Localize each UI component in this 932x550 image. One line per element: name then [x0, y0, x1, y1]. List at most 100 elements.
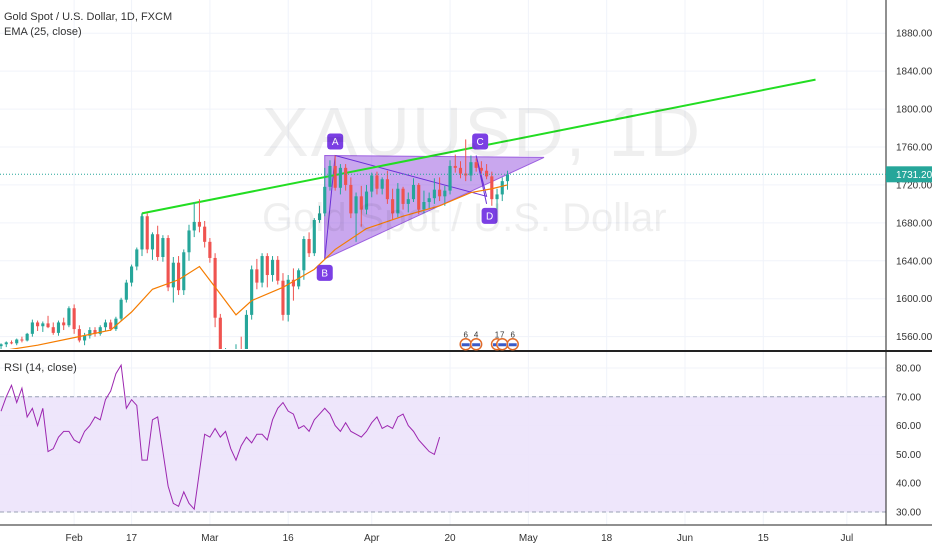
pattern-legs: [324, 154, 488, 259]
candle-body: [338, 167, 342, 188]
candle-body: [103, 322, 108, 328]
candle-body: [135, 249, 139, 267]
candle-body: [505, 174, 510, 182]
candle-body: [208, 241, 212, 258]
price-tick-label: 1640.00: [896, 256, 932, 267]
candle-body: [312, 220, 316, 254]
time-tick-label: Jun: [677, 533, 693, 544]
time-tick-label: Feb: [66, 533, 84, 544]
candle-body: [438, 189, 442, 197]
pattern-point-label: B: [321, 268, 328, 279]
candle-body: [406, 199, 410, 204]
candle-body: [396, 188, 400, 214]
candles-group: [0, 139, 510, 349]
candle-body: [276, 259, 280, 281]
candle-body: [67, 308, 71, 326]
candle-body: [453, 165, 457, 168]
current-price-tag-bg: [886, 166, 932, 183]
event-flag-stripe: [508, 343, 517, 347]
time-tick-label: 16: [283, 533, 295, 544]
candle-body: [411, 184, 416, 200]
time-tick-label: Jul: [840, 533, 853, 544]
price-tick-label: 1600.00: [896, 294, 932, 305]
price-tick-label: 1760.00: [896, 142, 932, 153]
pattern-point-badge: [481, 207, 498, 224]
candle-body: [490, 176, 494, 200]
candle-body: [469, 162, 473, 176]
rsi-legend[interactable]: RSI (14, close): [4, 362, 77, 374]
candle-body: [328, 165, 332, 187]
price-tick-label: 1800.00: [896, 105, 932, 116]
candle-body: [197, 221, 202, 227]
candle-body: [265, 256, 269, 276]
candle-body: [203, 226, 207, 242]
candle-body: [36, 322, 40, 327]
event-count: 6: [510, 330, 515, 339]
event-flag-stripe: [461, 343, 470, 347]
candle-body: [370, 175, 374, 192]
pattern-point-badge: [316, 264, 333, 281]
candle-body: [458, 167, 463, 174]
candle-body: [479, 167, 483, 171]
candle-body: [93, 330, 97, 334]
candle-body: [4, 342, 8, 345]
candle-body: [51, 327, 55, 333]
candle-body: [56, 322, 61, 333]
candle-body: [9, 342, 14, 344]
event-count: 4: [474, 330, 479, 339]
time-tick-label: 20: [444, 533, 456, 544]
event-flag-stripe: [498, 343, 507, 347]
rsi-tick-label: 60.00: [896, 421, 921, 432]
candle-body: [375, 175, 379, 189]
rsi-tick-label: 70.00: [896, 392, 921, 403]
candle-body: [323, 186, 327, 214]
candle-body: [380, 179, 384, 189]
candle-body: [286, 279, 290, 315]
candle-body: [46, 323, 50, 328]
candle-body: [130, 266, 134, 283]
candle-body: [417, 184, 421, 210]
candle-body: [20, 339, 24, 341]
candle-body: [150, 234, 155, 250]
ema-legend[interactable]: EMA (25, close): [4, 26, 82, 38]
pattern-point-label: C: [477, 137, 484, 148]
candle-body: [244, 314, 248, 349]
candle-body: [72, 308, 76, 330]
price-tick-label: 1560.00: [896, 332, 932, 343]
time-tick-label: May: [519, 533, 538, 544]
event-count: 7: [500, 330, 505, 339]
time-tick-label: Apr: [364, 533, 380, 544]
price-tick-label: 1680.00: [896, 218, 932, 229]
candle-body: [385, 179, 389, 200]
candle-body: [427, 198, 431, 203]
event-flag-stripe: [472, 343, 481, 347]
current-price-tag: 1731.20: [886, 166, 932, 183]
candle-body: [401, 188, 405, 204]
candle-body: [176, 262, 181, 291]
candle-body: [182, 252, 186, 291]
candle-body: [333, 165, 337, 188]
candle-body: [192, 221, 196, 231]
candle-body: [302, 238, 306, 271]
candle-body: [98, 327, 102, 334]
candle-body: [349, 184, 353, 214]
candle-body: [307, 238, 311, 254]
candle-body: [344, 167, 348, 185]
candle-body: [250, 269, 254, 315]
event-count: 6: [463, 330, 468, 339]
candle-body: [354, 196, 358, 214]
candle-body: [187, 230, 191, 253]
candle-body: [0, 344, 3, 347]
rsi-line: [0, 363, 441, 511]
candle-body: [114, 318, 118, 330]
rsi-tick-label: 80.00: [896, 363, 921, 374]
candle-body: [77, 329, 81, 341]
candle-body: [161, 238, 165, 258]
pattern-point-badge: [327, 133, 344, 150]
symbol-title[interactable]: Gold Spot / U.S. Dollar, 1D, FXCM: [4, 11, 173, 23]
candle-body: [422, 202, 426, 210]
candle-body: [317, 213, 322, 221]
candle-body: [485, 170, 489, 177]
rsi-tick-label: 30.00: [896, 508, 921, 519]
candle-body: [30, 322, 34, 334]
